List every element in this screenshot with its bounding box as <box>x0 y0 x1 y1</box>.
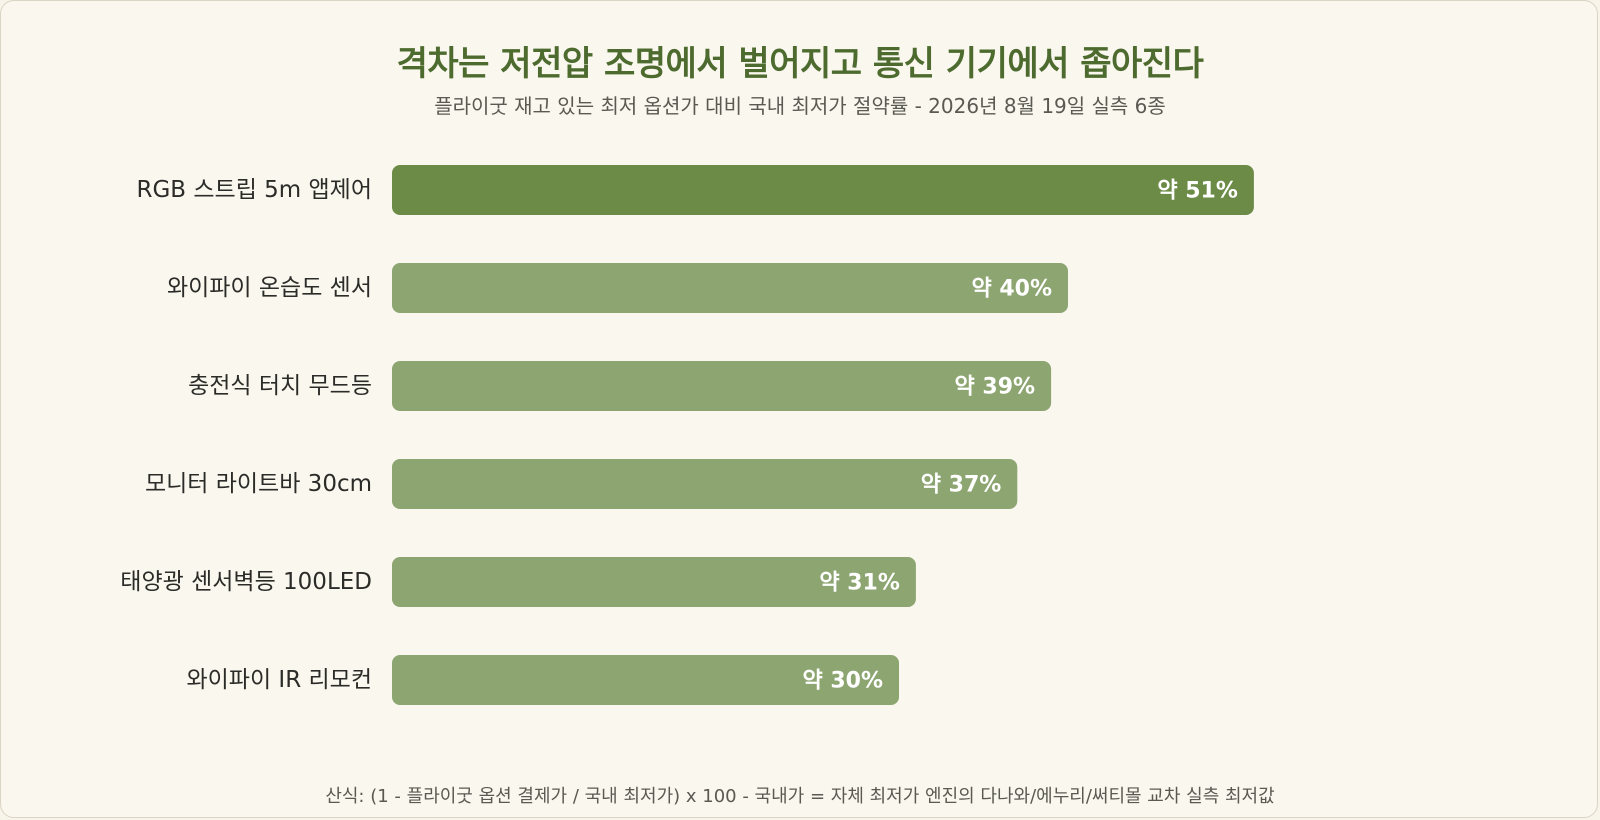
bar <box>392 361 1052 411</box>
category-label: 충전식 터치 무드등 <box>188 373 372 399</box>
chart-title: 격차는 저전압 조명에서 벌어지고 통신 기기에서 좁아진다 <box>396 44 1204 84</box>
value-label: 약 37% <box>921 473 1002 498</box>
value-label: 약 31% <box>819 571 900 596</box>
chart-footnote: 산식: (1 - 플라이굿 옵션 결제가 / 국내 최저가) x 100 - 국… <box>325 786 1275 807</box>
category-label: 모니터 라이트바 30cm <box>145 471 372 497</box>
value-label: 약 51% <box>1157 179 1238 204</box>
value-label: 약 40% <box>971 277 1052 302</box>
category-label: 태양광 센서벽등 100LED <box>120 569 372 595</box>
chart-subtitle: 플라이굿 재고 있는 최저 옵션가 대비 국내 최저가 절약률 - 2026년 … <box>434 94 1166 118</box>
bar <box>392 557 916 607</box>
bar <box>392 459 1018 509</box>
bar <box>392 165 1254 215</box>
category-label: 와이파이 IR 리모컨 <box>186 667 372 693</box>
value-label: 약 30% <box>802 669 883 694</box>
category-label: RGB 스트립 5m 앱제어 <box>136 177 372 203</box>
bar <box>392 263 1068 313</box>
category-label: 와이파이 온습도 센서 <box>167 275 372 301</box>
value-label: 약 39% <box>955 375 1036 400</box>
bar <box>392 655 899 705</box>
